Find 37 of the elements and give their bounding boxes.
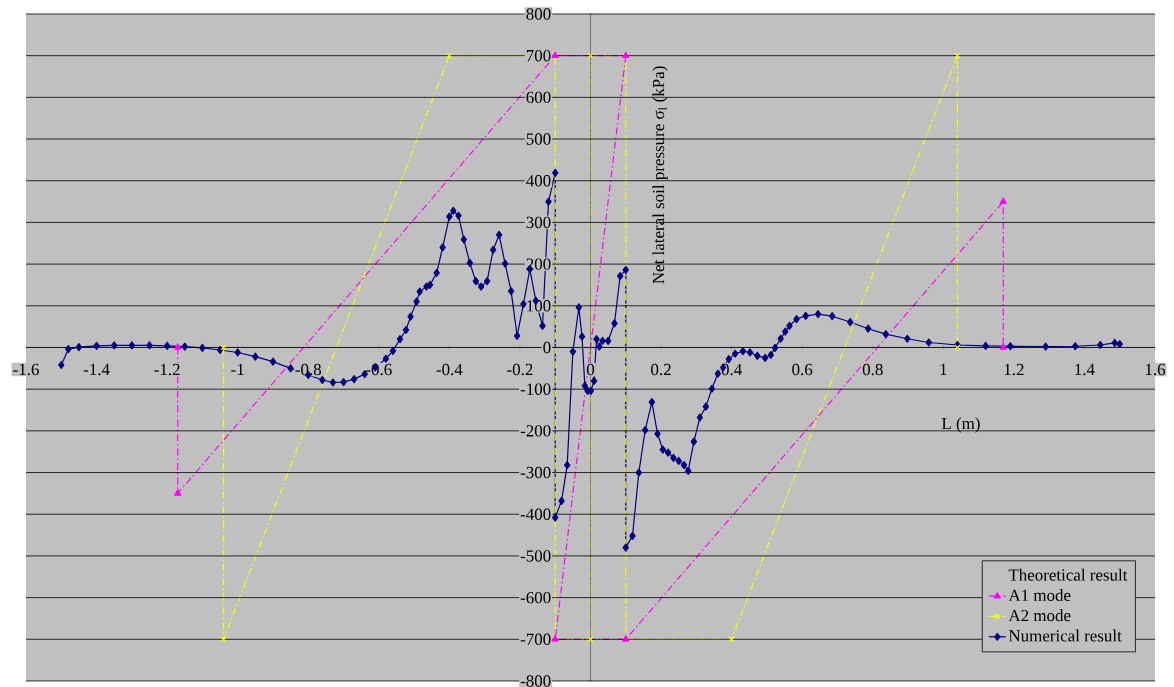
x-axis-title: L (m) [941,417,980,433]
x-tick-label: -0.6 [366,363,392,376]
y-tick-label: 700 [526,49,551,62]
y-tick-label: 800 [526,8,551,20]
y-tick-label: -100 [520,383,551,395]
y-tick-label: 600 [526,91,551,104]
y-tick-label: -300 [520,466,551,479]
y-tick-label: -700 [520,633,551,646]
x-tick-label: 1.6 [1145,363,1166,376]
x-tick-label: -1.2 [154,363,180,376]
y-tick-label: -500 [520,550,551,562]
y-tick-label: -400 [520,508,551,520]
x-tick-label: -1.6 [13,363,39,376]
x-tick-label: -0.2 [507,363,533,376]
x-tick-label: 1 [940,363,947,375]
legend-label: A2 mode [1008,609,1071,622]
x-tick-label: 1.2 [1004,363,1024,376]
x-tick-label: -1.4 [83,363,110,376]
x-tick-label: -0.8 [295,363,322,376]
legend-title: Theoretical result [1008,568,1128,581]
x-tick-label: 0.8 [862,363,883,376]
y-tick-label: 400 [526,175,551,187]
x-tick-label: 0.2 [651,363,671,376]
y-axis-title: Net lateral soil pressure σ$_{l}$ (kPa) [652,66,668,284]
y-tick-label: -200 [520,425,551,437]
x-tick-label: 0 [586,363,595,376]
x-tick-label: -1 [231,363,244,375]
y-tick-label: -800 [520,675,551,687]
y-tick-label: 300 [526,216,551,229]
x-tick-label: -0.4 [436,363,463,376]
y-tick-label: 0 [543,341,551,354]
y-tick-label: -600 [520,591,551,604]
legend-label: Numerical result [1008,629,1122,642]
x-tick-label: 1.4 [1075,363,1095,376]
x-tick-label: 0.6 [792,363,813,376]
y-tick-label: 500 [526,133,551,145]
legend-label: A1 mode [1008,589,1071,601]
